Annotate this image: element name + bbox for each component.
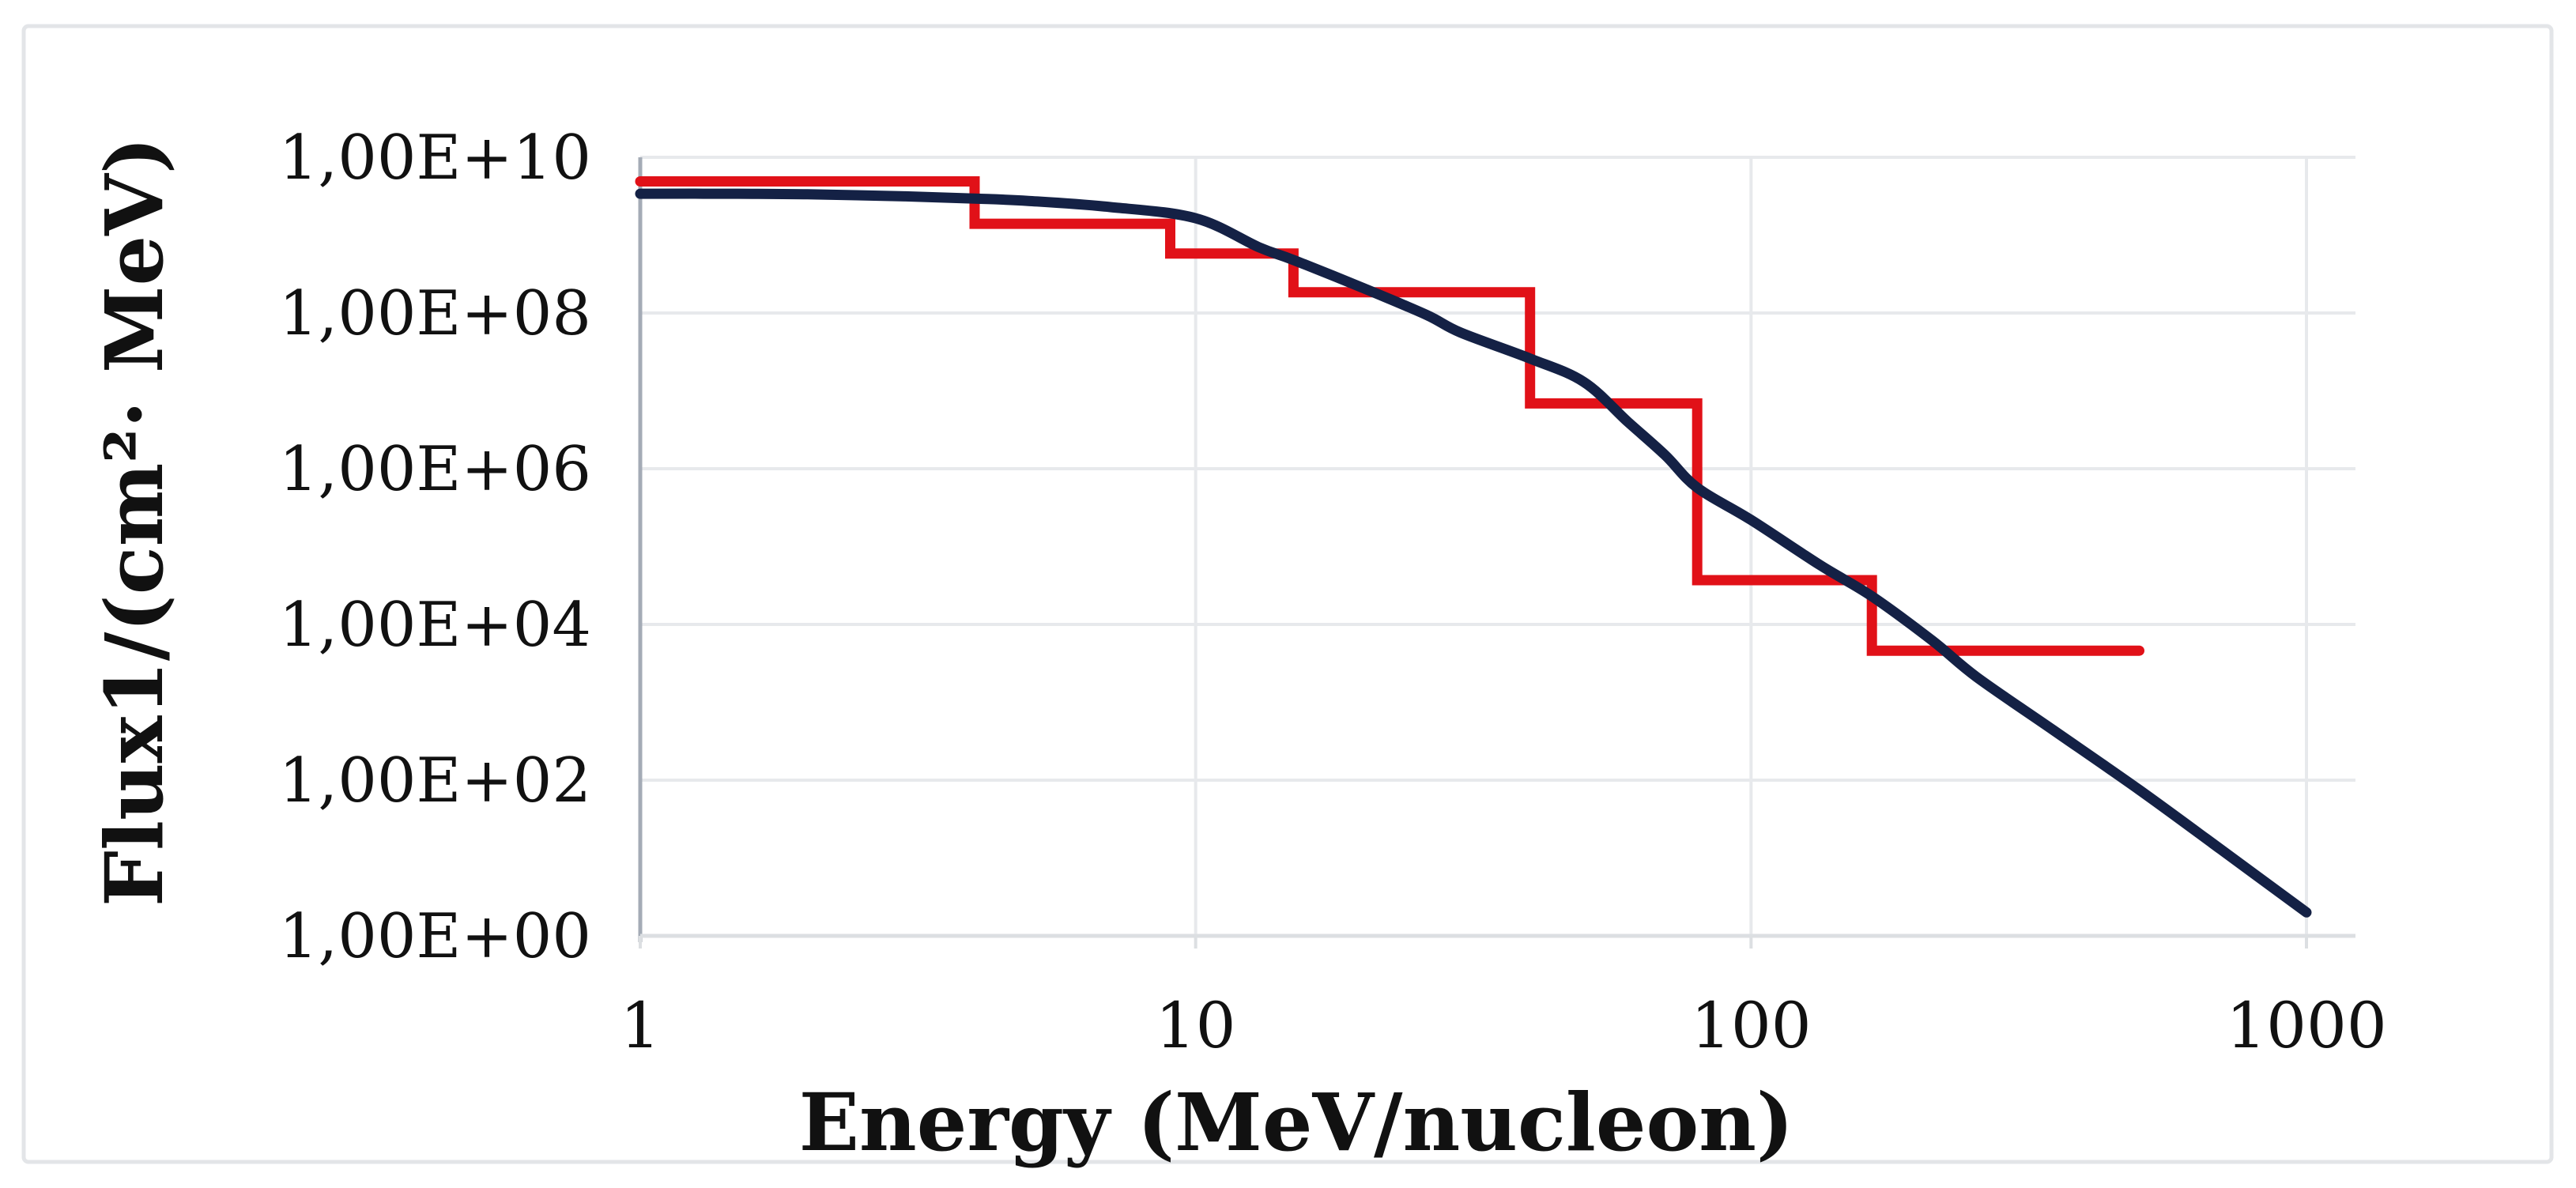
x-tick-label-0: 1 [620,989,661,1062]
fit-curve-series [635,188,2312,918]
y-tick-label-0: 1,00E+00 [279,901,591,972]
y-tick-label-2: 1,00E+04 [279,590,591,661]
x-tick-label-1: 10 [1156,989,1236,1062]
x-tick-label-3: 1000 [2226,989,2387,1062]
x-axis-title: Energy (MeV/nucleon) [799,1076,1793,1169]
x-tick-label-2: 100 [1691,989,1812,1062]
y-tick-label-3: 1,00E+06 [279,434,591,505]
y-tick-label-5: 1,00E+10 [279,123,591,194]
y-tick-label-1: 1,00E+02 [279,745,591,817]
y-axis-title: Flux1/(cm²· MeV) [88,137,181,907]
figure-border [21,24,2554,1164]
y-tick-label-4: 1,00E+08 [279,278,591,349]
